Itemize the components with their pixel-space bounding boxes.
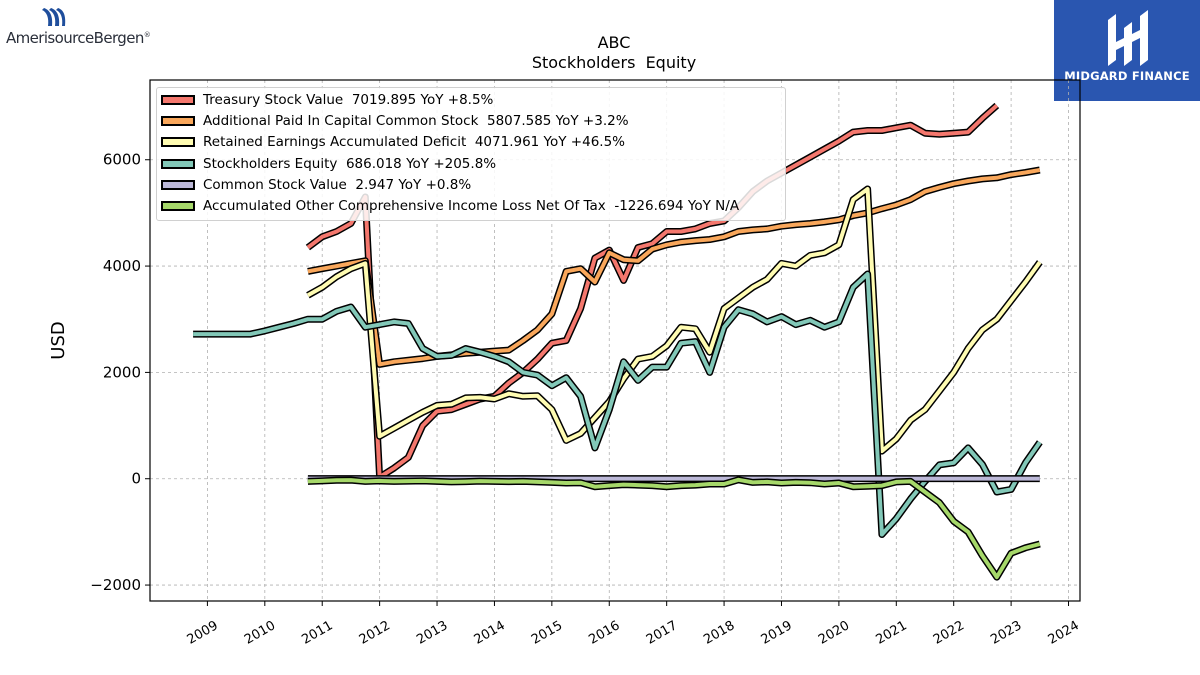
chart-subtitle: Stockholders Equity xyxy=(531,53,697,72)
chart-series xyxy=(193,102,1043,581)
legend-swatch xyxy=(161,180,195,190)
plot-frame xyxy=(149,79,1081,602)
midgard-finance-name: MIDGARD FINANCE xyxy=(1064,69,1190,83)
chart-legend: Treasury Stock Value 7019.895 YoY +8.5% … xyxy=(156,87,786,221)
legend-label: Treasury Stock Value 7019.895 YoY +8.5% xyxy=(203,92,494,108)
x-tick-label: 2016 xyxy=(586,618,622,648)
x-tick-label: 2021 xyxy=(873,618,909,648)
chart-title: ABC xyxy=(597,33,631,52)
legend-label: Additional Paid In Capital Common Stock … xyxy=(203,113,629,129)
legend-swatch xyxy=(161,116,195,126)
midgard-finance-emblem-icon xyxy=(1108,10,1148,66)
series-line xyxy=(306,185,1043,455)
x-tick-label: 2022 xyxy=(931,618,967,648)
legend-swatch xyxy=(161,159,195,169)
amerisourcebergen-wordmark: AmerisourceBergen® xyxy=(6,29,151,47)
y-axis-label: USD xyxy=(48,321,69,359)
y-tick-label: 2000 xyxy=(103,363,141,381)
legend-item: Treasury Stock Value 7019.895 YoY +8.5% xyxy=(161,90,493,110)
series-line-stroke xyxy=(307,477,1041,580)
x-tick-label: 2023 xyxy=(988,618,1024,648)
x-tick-label: 2012 xyxy=(357,618,393,648)
x-tick-label: 2009 xyxy=(185,618,221,648)
series-line xyxy=(305,102,1000,481)
midgard-finance-logo: MIDGARD FINANCE xyxy=(1054,0,1200,101)
legend-item: Retained Earnings Accumulated Deficit 40… xyxy=(161,132,625,152)
series-line xyxy=(193,270,1043,538)
series-line xyxy=(307,476,1041,581)
chart-axes: −2000 0 2000 4000 6000 2009 2010 2011 2012 2013 20… xyxy=(48,151,1082,648)
legend-item: Additional Paid In Capital Common Stock … xyxy=(161,111,629,131)
x-tick-label: 2024 xyxy=(1046,618,1082,648)
amerisourcebergen-logo: AmerisourceBergen® xyxy=(6,4,176,50)
series-line-stroke xyxy=(307,168,1041,367)
y-tick-label: 4000 xyxy=(103,257,141,275)
x-tick-label: 2014 xyxy=(472,618,508,648)
x-tick-label: 2015 xyxy=(529,618,565,648)
x-tick-label: 2017 xyxy=(644,618,680,648)
y-tick-label: 0 xyxy=(131,470,141,488)
legend-label: Stockholders Equity 686.018 YoY +205.8% xyxy=(203,156,497,172)
series-line-stroke xyxy=(306,187,1042,454)
series-line-stroke xyxy=(306,104,999,480)
legend-swatch xyxy=(161,137,195,147)
y-tick-label: 6000 xyxy=(103,151,141,169)
x-tick-label: 2018 xyxy=(701,618,737,648)
series-line-stroke xyxy=(193,272,1042,537)
x-tick-label: 2013 xyxy=(414,618,450,648)
legend-swatch xyxy=(161,201,195,211)
legend-label: Retained Earnings Accumulated Deficit 40… xyxy=(203,134,625,150)
x-tick-label: 2019 xyxy=(759,618,795,648)
x-tick-label: 2011 xyxy=(299,618,335,648)
amerisourcebergen-mark-icon xyxy=(42,8,66,26)
series-line xyxy=(307,166,1041,368)
x-tick-label: 2020 xyxy=(816,618,852,648)
legend-item: Accumulated Other Comprehensive Income L… xyxy=(161,196,739,216)
legend-label: Accumulated Other Comprehensive Income L… xyxy=(203,198,740,214)
legend-item: Common Stock Value 2.947 YoY +0.8% xyxy=(161,175,471,195)
y-tick-label: −2000 xyxy=(90,576,141,594)
x-tick-label: 2010 xyxy=(242,618,278,648)
legend-swatch xyxy=(161,95,195,105)
legend-item: Stockholders Equity 686.018 YoY +205.8% xyxy=(161,154,496,174)
legend-label: Common Stock Value 2.947 YoY +0.8% xyxy=(203,177,472,193)
